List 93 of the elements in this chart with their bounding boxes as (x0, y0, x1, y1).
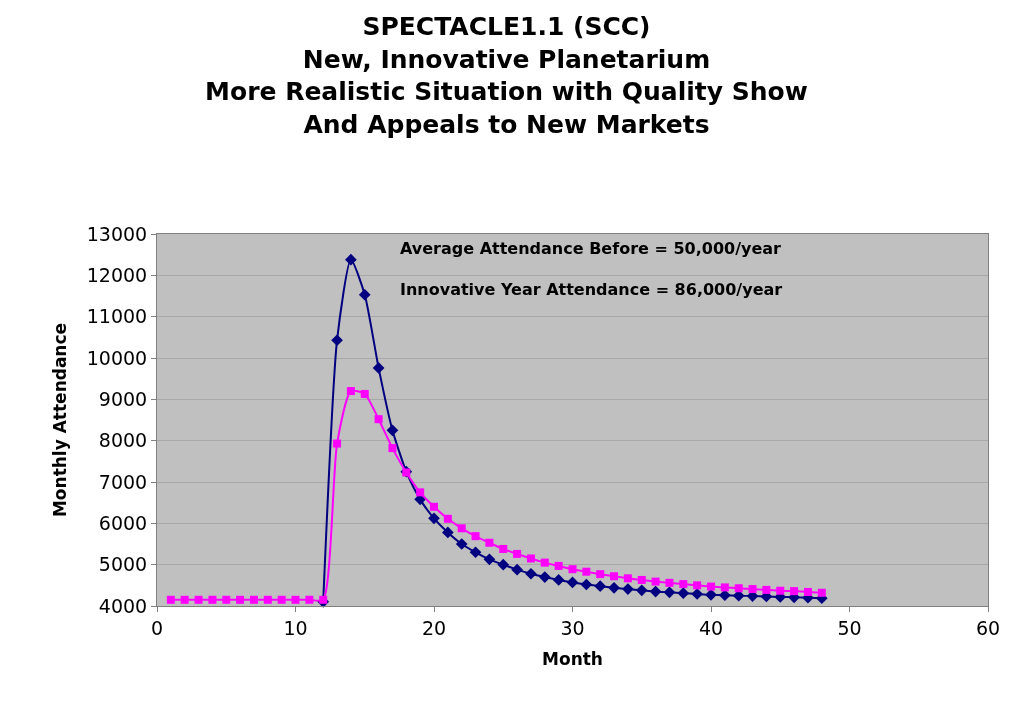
point (358, 288, 371, 301)
point (566, 576, 579, 589)
point (319, 595, 328, 604)
point (790, 587, 799, 596)
point (416, 488, 425, 497)
point (166, 595, 175, 604)
point (540, 558, 549, 567)
point (428, 512, 440, 525)
x-tick-label: 30 (560, 616, 585, 639)
point (693, 581, 702, 590)
point (513, 549, 522, 558)
point (333, 439, 342, 448)
point (388, 444, 397, 453)
point (665, 578, 674, 587)
point (469, 546, 482, 559)
x-tick-label: 60 (975, 616, 1001, 639)
point (331, 334, 343, 347)
point (374, 415, 383, 424)
x-tick-label: 0 (150, 616, 164, 639)
annotation: Innovative Year Attendance = 86,000/year (400, 280, 783, 299)
point (497, 558, 510, 571)
annotation: Average Attendance Before = 50,000/year (400, 239, 782, 258)
point (651, 577, 660, 586)
point (372, 362, 385, 374)
point (552, 574, 565, 586)
point (222, 595, 231, 604)
point (346, 387, 355, 396)
point (663, 586, 676, 599)
point (511, 563, 523, 576)
y-tick-label: 6000 (98, 511, 148, 534)
point (649, 585, 662, 598)
point (360, 389, 369, 398)
point (776, 586, 785, 595)
point (734, 584, 743, 593)
y-tick-label: 13000 (86, 222, 148, 245)
point (180, 595, 189, 604)
point (623, 574, 632, 583)
point (455, 538, 468, 550)
y-tick-label: 5000 (98, 553, 148, 576)
point (263, 595, 272, 604)
point (442, 526, 454, 539)
point (345, 253, 357, 266)
point (499, 544, 508, 553)
point (610, 572, 619, 581)
point (582, 567, 591, 576)
point (554, 561, 563, 570)
point (720, 583, 729, 592)
y-tick-label: 12000 (86, 263, 148, 286)
point (748, 585, 757, 594)
point (538, 571, 551, 583)
x-tick-label: 10 (283, 616, 308, 639)
y-tick-label: 8000 (98, 429, 148, 452)
point (483, 553, 496, 566)
point (194, 595, 203, 604)
point (525, 567, 537, 580)
point (305, 595, 314, 604)
y-tick-label: 9000 (98, 387, 148, 410)
point (443, 514, 452, 523)
y-tick-label: 11000 (86, 305, 148, 328)
y-tick-label: 7000 (98, 470, 148, 493)
point (457, 524, 466, 533)
point (679, 580, 688, 589)
point (277, 595, 286, 604)
point (236, 595, 245, 604)
point (485, 538, 494, 547)
point (568, 565, 577, 574)
point (707, 582, 715, 591)
point (249, 595, 258, 604)
point (594, 580, 607, 593)
x-tick-label: 40 (698, 616, 724, 639)
y-axis-title: Monthly Attendance (50, 322, 71, 518)
point (677, 587, 690, 600)
chart-title: SPECTACLE1.1 (SCC) New, Innovative Planetarium More Realistic Situation with Quality Show And Appeals to New Markets (205, 12, 808, 139)
point (430, 502, 438, 511)
point (608, 581, 620, 594)
point (817, 588, 826, 597)
point (691, 588, 703, 600)
point (471, 532, 480, 541)
point (596, 570, 605, 579)
point (637, 575, 646, 584)
point (580, 578, 593, 591)
point (762, 585, 771, 594)
point (208, 595, 217, 604)
x-tick-label: 20 (421, 616, 447, 639)
point (291, 595, 300, 604)
point (803, 587, 812, 596)
y-tick-label: 4000 (98, 594, 148, 617)
x-tick-label: 50 (837, 616, 862, 639)
y-tick-label: 10000 (86, 346, 148, 369)
point (635, 584, 648, 597)
x-axis-title: Month (542, 649, 603, 670)
point (526, 554, 535, 563)
point (386, 424, 399, 437)
